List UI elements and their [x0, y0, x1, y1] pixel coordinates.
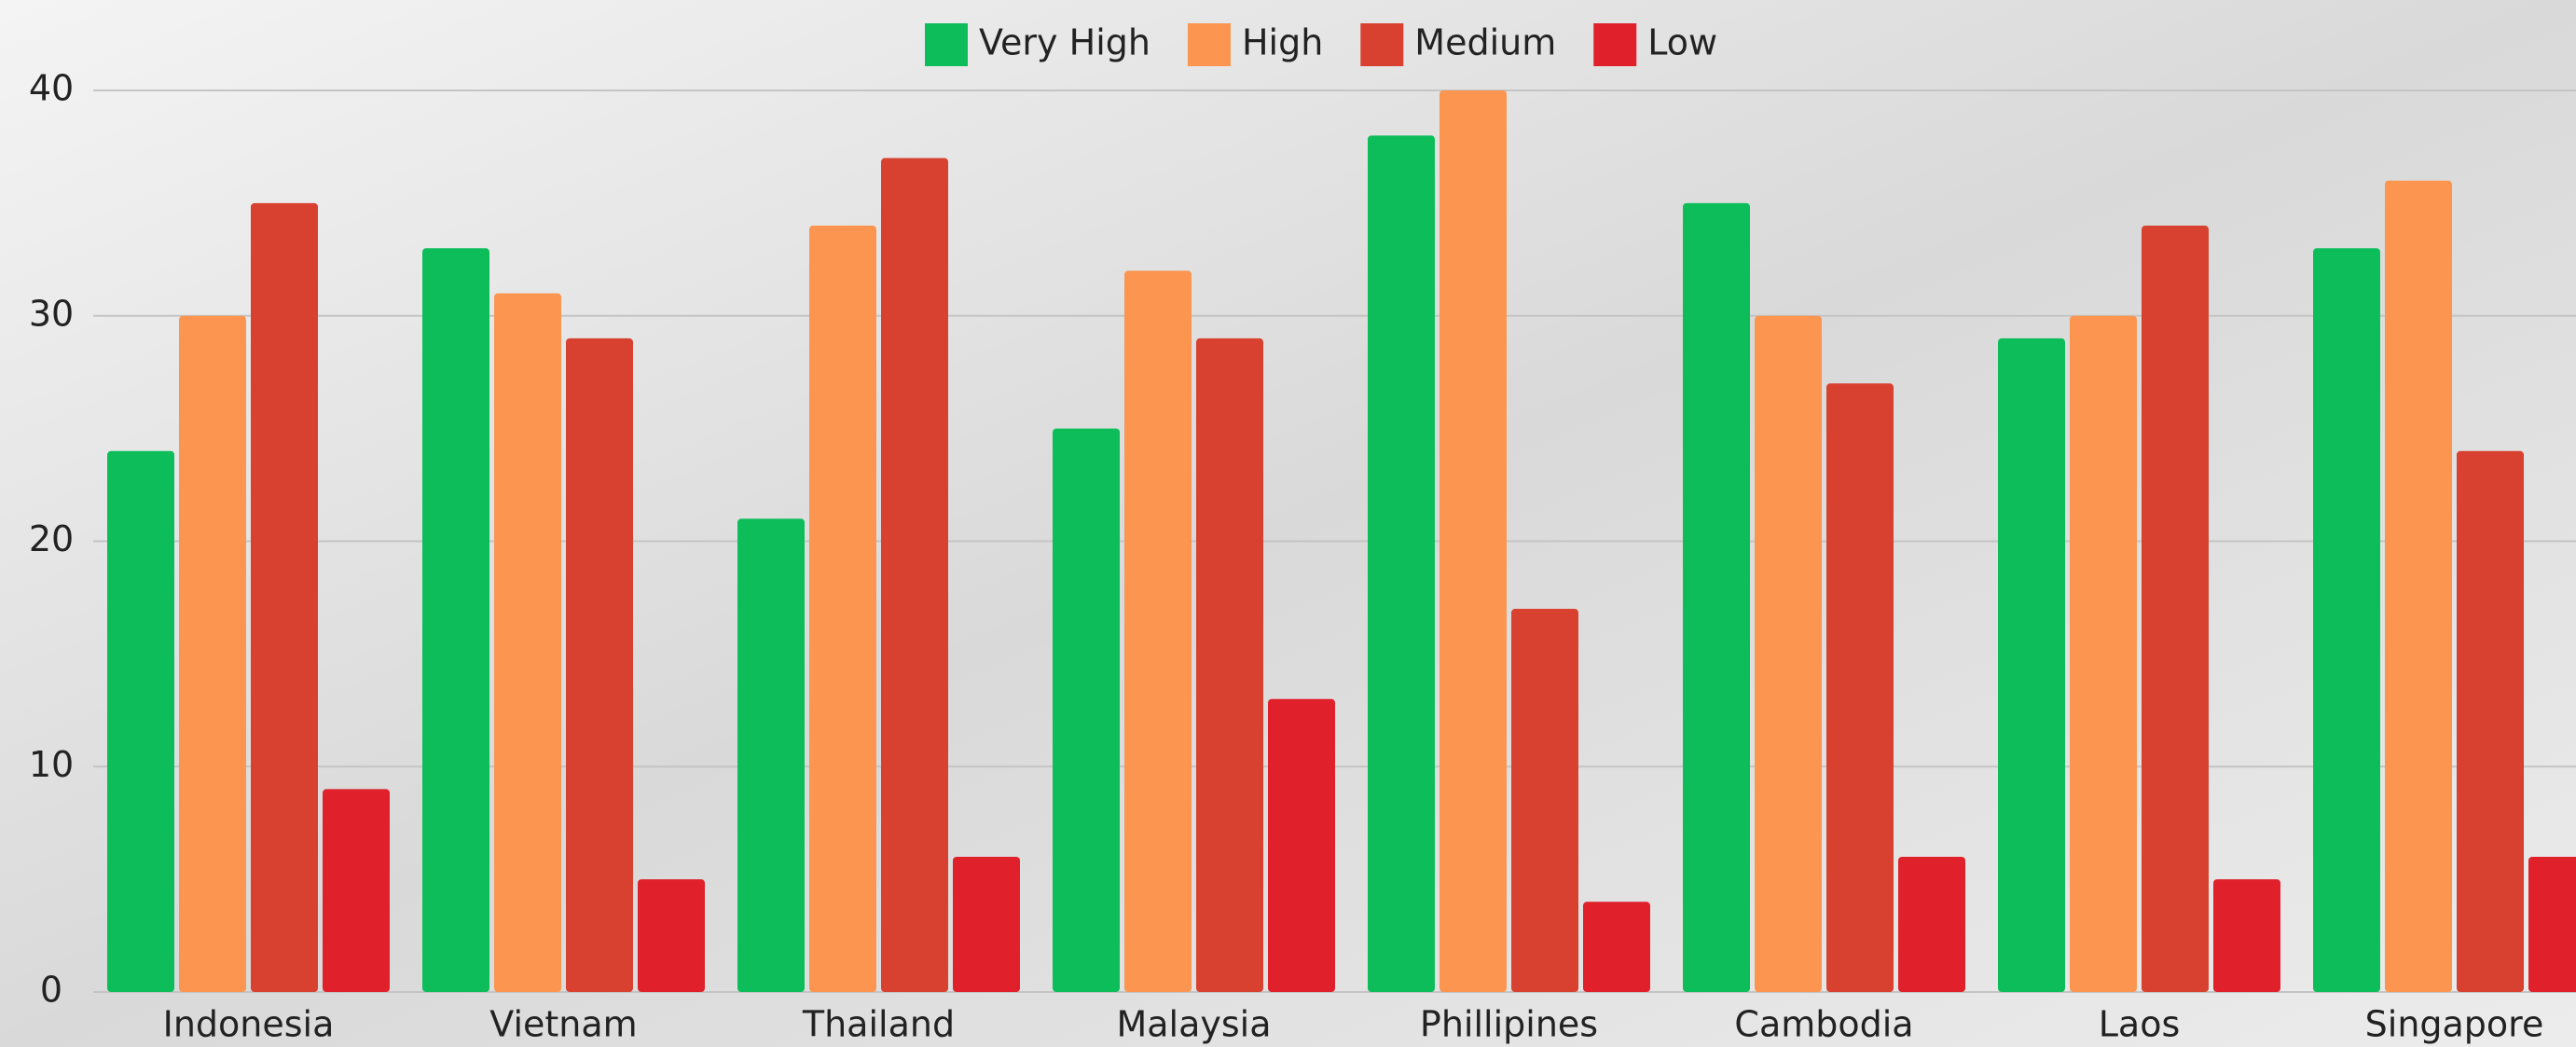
bar [107, 450, 174, 992]
bar [251, 202, 318, 992]
y-tick-label: 20 [29, 518, 74, 559]
y-tick-label: 0 [40, 970, 62, 1011]
bar [179, 315, 246, 992]
y-tick-label: 30 [29, 293, 74, 334]
x-tick-label: Indonesia [163, 1004, 335, 1045]
bar [1511, 609, 1578, 992]
bar [2070, 315, 2137, 992]
legend-swatch [1187, 23, 1231, 66]
legend-label: Low [1647, 22, 1717, 63]
bar [881, 158, 948, 992]
legend-label: Medium [1414, 22, 1556, 63]
bar [2313, 248, 2380, 993]
legend-swatch [1360, 23, 1404, 66]
bar [566, 338, 633, 992]
x-tick-label: Thailand [802, 1004, 955, 1045]
x-tick-label: Cambodia [1734, 1004, 1913, 1045]
x-tick-label: Laos [2099, 1004, 2181, 1045]
bar [1368, 135, 1435, 993]
legend-swatch [925, 23, 968, 66]
bar [1826, 383, 1894, 992]
legend-swatch [1593, 23, 1637, 66]
bar [323, 789, 390, 992]
y-tick-label: 40 [29, 68, 74, 109]
bar [1583, 902, 1650, 992]
bar [1440, 90, 1507, 992]
bar [809, 226, 876, 993]
bar [953, 856, 1020, 992]
bar [1124, 270, 1192, 992]
bar [1196, 338, 1263, 992]
y-tick-label: 10 [29, 744, 74, 785]
x-tick-label: Malaysia [1116, 1004, 1271, 1045]
x-tick-label: Phillipines [1420, 1004, 1598, 1045]
bar [2213, 879, 2280, 992]
bar [1898, 856, 1965, 992]
bar [422, 248, 489, 993]
bar [1053, 428, 1120, 992]
bar [2385, 180, 2452, 992]
bar [1268, 698, 1335, 992]
bar [2142, 226, 2209, 993]
x-tick-label: Singapore [2365, 1004, 2544, 1045]
legend-label: High [1242, 22, 1323, 63]
bar [638, 879, 705, 992]
legend-label: Very High [979, 22, 1150, 63]
bar [1683, 202, 1750, 992]
bar [2528, 856, 2576, 992]
bar [737, 518, 805, 992]
bar [494, 293, 561, 992]
x-tick-label: Vietnam [489, 1004, 637, 1045]
bar [1755, 315, 1822, 992]
bar [2457, 450, 2524, 992]
bar [1998, 338, 2065, 992]
